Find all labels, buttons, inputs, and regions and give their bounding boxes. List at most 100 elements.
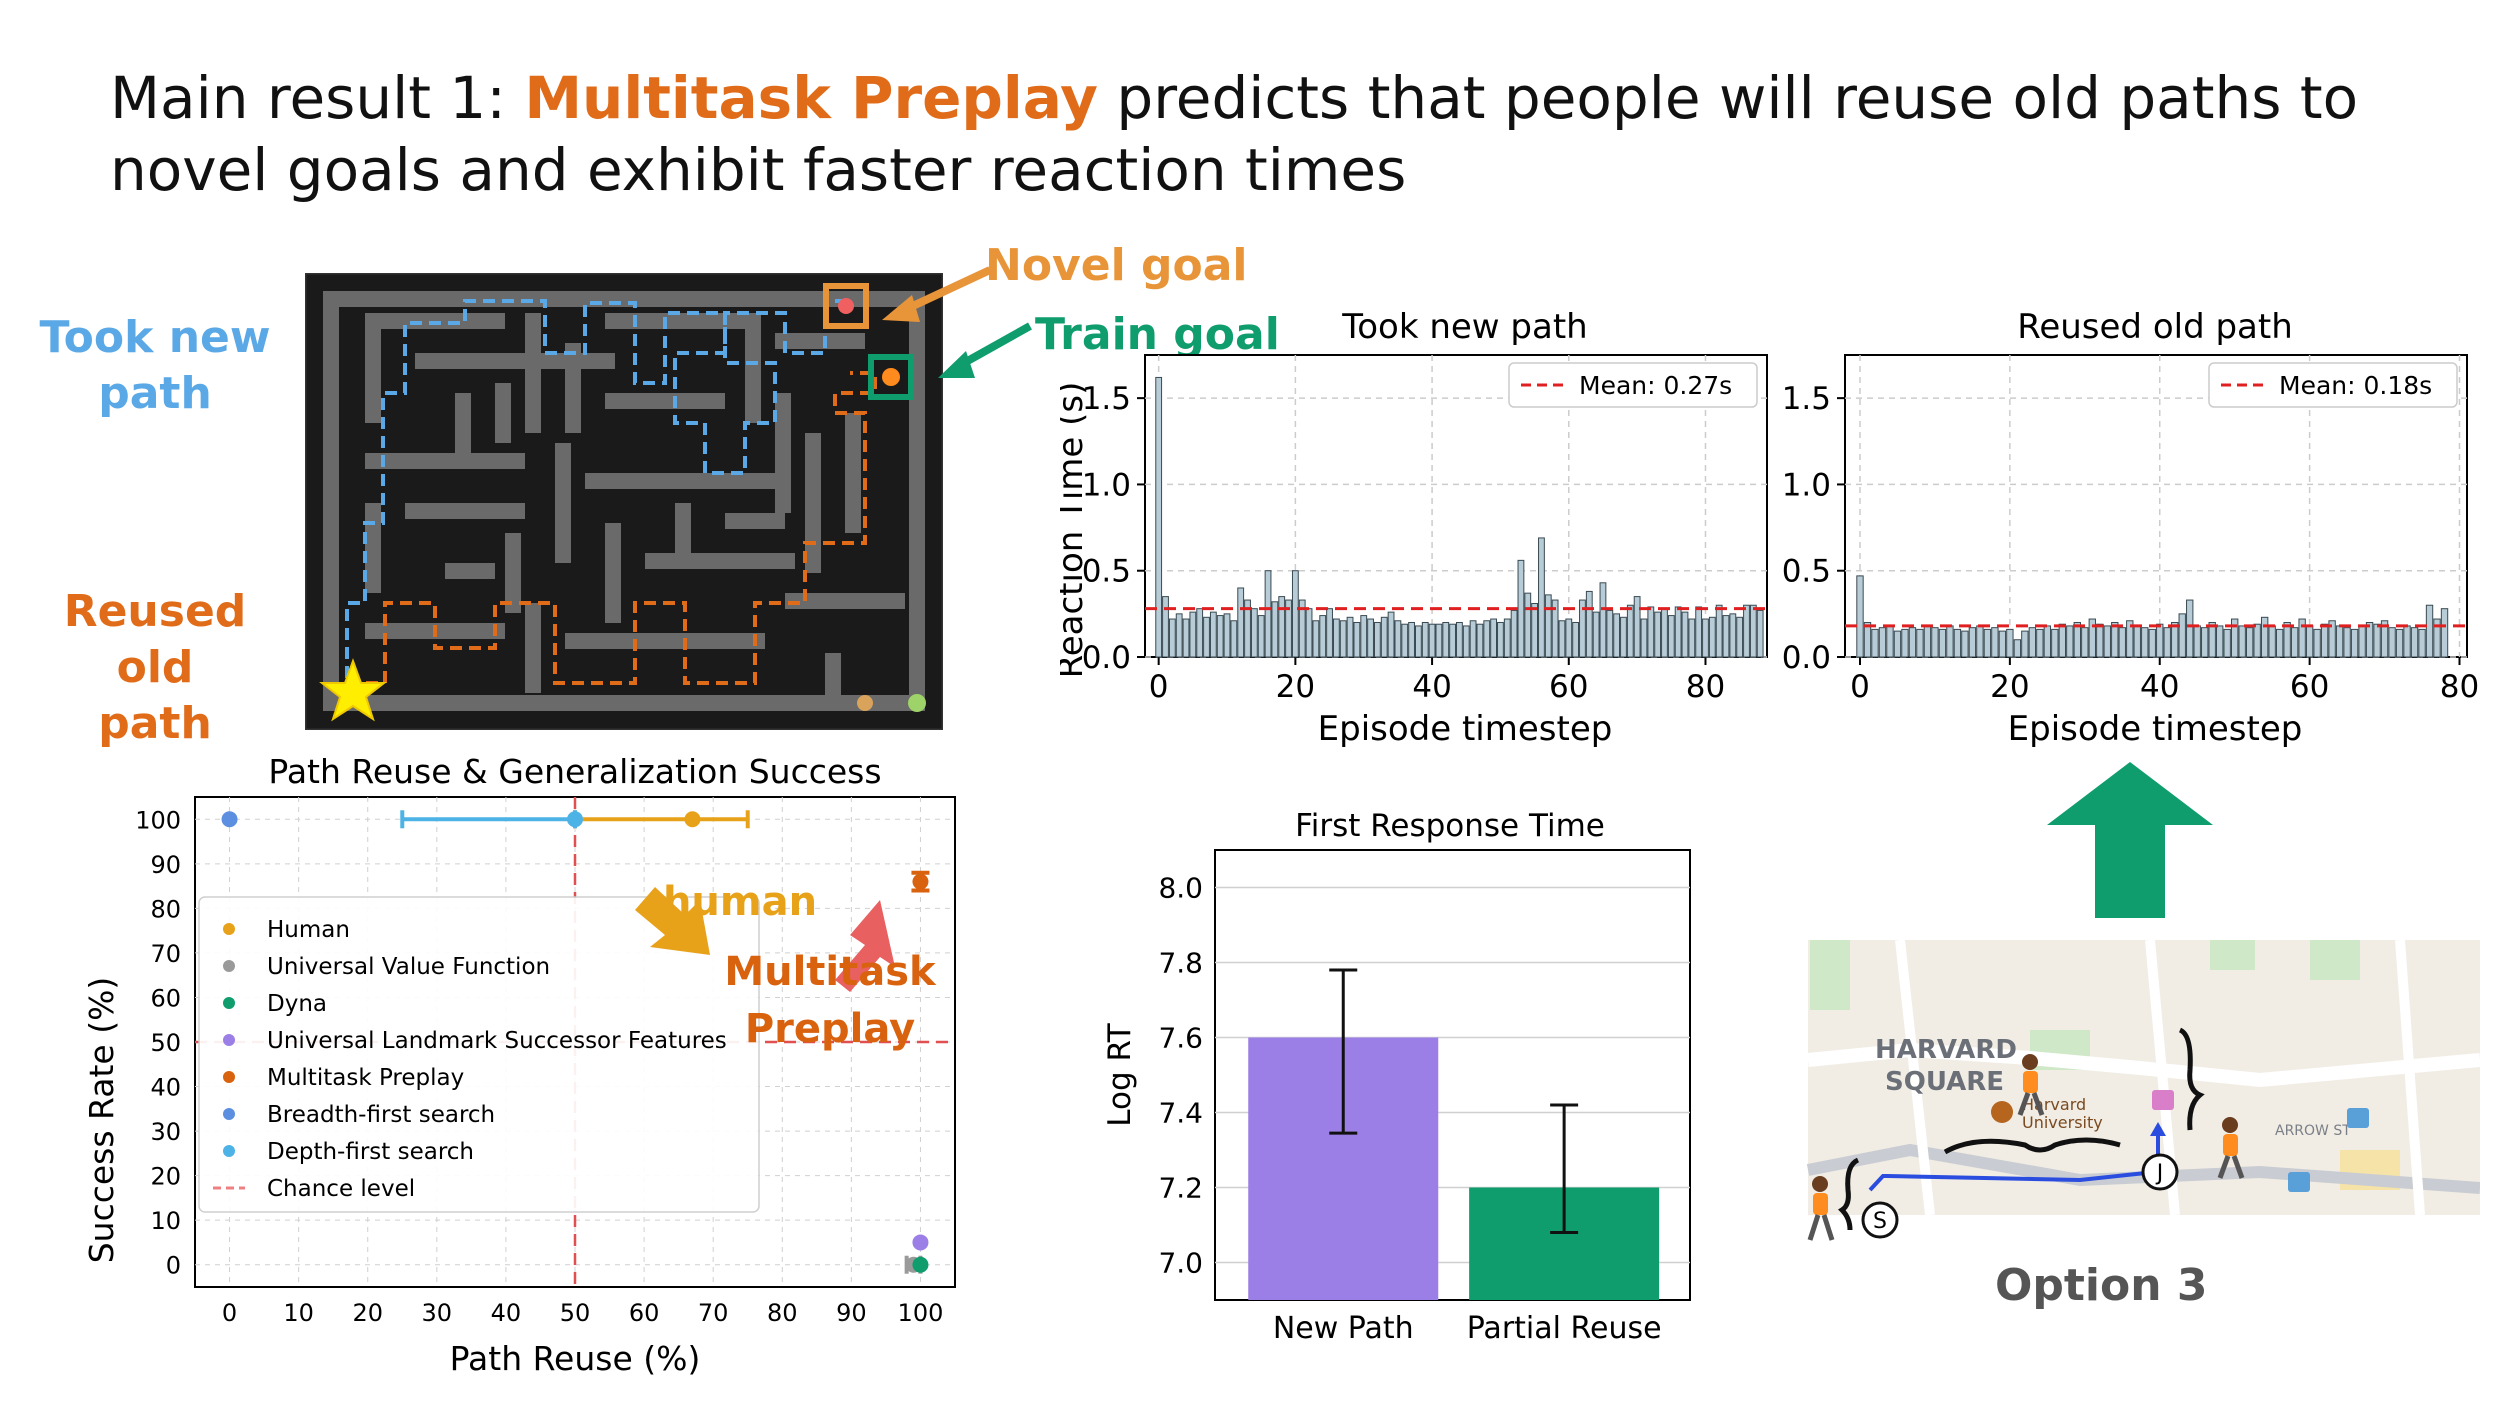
y-tick-label: 30 — [150, 1118, 181, 1146]
y-tick-label: 8.0 — [1158, 872, 1203, 905]
first-response-chart: First Response Time Log RT 7.0 7.2 7.4 7.6 7… — [1102, 808, 1691, 1346]
rt-bar — [2313, 628, 2321, 658]
maze-wall-22 — [605, 523, 621, 623]
maze-walls — [323, 291, 925, 711]
rt-bar — [1257, 615, 1265, 658]
rt-bar — [1319, 615, 1327, 658]
rt-bar — [1339, 620, 1347, 658]
rt-bar — [1606, 609, 1614, 658]
y-tick-label: 1.0 — [1082, 467, 1131, 503]
legend-swatch — [223, 923, 235, 935]
new-path-route — [345, 299, 843, 678]
rt-bar — [1585, 590, 1593, 658]
rt-bar — [1938, 628, 1947, 658]
food-item-b — [908, 694, 926, 712]
maze-wall-1 — [323, 291, 339, 711]
x-tick-label: 0 — [1149, 669, 1169, 705]
rt-bar — [1613, 613, 1621, 658]
maze-wall-23 — [645, 553, 795, 569]
human-annotation: human — [663, 879, 817, 925]
fr-ylabel: Log RT — [1102, 1022, 1138, 1127]
rt-bar — [2260, 616, 2269, 658]
rt-bar — [1953, 628, 1962, 658]
rt-bar — [1360, 615, 1368, 658]
data-point — [684, 811, 701, 828]
rt-bar — [2418, 628, 2426, 658]
train-goal-marker — [882, 368, 900, 386]
title-highlight: Multitask Preplay — [524, 64, 1098, 132]
x-tick-label: 20 — [352, 1299, 383, 1327]
reused-old-path-label: Reused old path — [20, 584, 290, 752]
rt-bar — [2253, 623, 2261, 658]
maze-wall-0 — [323, 291, 923, 307]
rt-bar — [1722, 615, 1730, 658]
rt-bar — [2043, 625, 2052, 658]
rt-bar — [1626, 604, 1634, 658]
legend-swatch — [223, 1145, 235, 1157]
reused-old-path-line2: path — [98, 698, 212, 749]
maze-wall-7 — [525, 313, 541, 433]
rt-bar — [1579, 599, 1586, 658]
rt-bar — [1661, 608, 1668, 658]
rt-bar — [2103, 625, 2111, 658]
maze-wall-18 — [845, 413, 861, 533]
y-tick-label: 7.8 — [1158, 947, 1203, 980]
y-tick-label: 40 — [150, 1074, 181, 1102]
rt-bar — [1476, 623, 1484, 658]
rt-bar — [1946, 625, 1954, 658]
rt-bar — [1428, 623, 1436, 658]
y-tick-label: 20 — [150, 1163, 181, 1191]
rt-bar — [2388, 627, 2396, 658]
fr-category-label: New Path — [1273, 1311, 1414, 1346]
rt-bar — [1893, 630, 1902, 658]
path-reuse-chart: Path Reuse & Generalization Success Succ… — [82, 752, 956, 1378]
legend-box — [1508, 362, 1758, 408]
maze-wall-33 — [495, 383, 511, 443]
rt-bar — [1353, 621, 1361, 658]
rt-bar — [2216, 625, 2224, 658]
maze-wall-10 — [605, 393, 725, 409]
university-pin-icon — [1991, 1101, 2013, 1123]
rt-bar — [2201, 627, 2209, 658]
rt-bar — [2403, 625, 2411, 658]
rt-bar — [2335, 625, 2344, 658]
rt-bar — [1503, 618, 1511, 658]
rt-bar — [1565, 618, 1573, 658]
rt-bar — [2425, 604, 2434, 658]
scatter-legend-box — [198, 896, 760, 1213]
x-tick-label: 20 — [1276, 669, 1315, 705]
rt-bar — [1647, 606, 1655, 658]
rt-bar — [1394, 620, 1402, 658]
legend-label: Mean: 0.27s — [1579, 371, 1732, 400]
x-tick-label: 60 — [2290, 669, 2329, 705]
rt-bar — [2328, 620, 2336, 658]
rt-bar — [1237, 587, 1245, 658]
y-tick-label: 7.6 — [1158, 1022, 1203, 1055]
walker-icon-3 — [2217, 1117, 2245, 1179]
x-tick-label: 0 — [1850, 669, 1870, 705]
y-tick-label: 7.0 — [1158, 1247, 1203, 1280]
rt-bar — [2178, 613, 2186, 658]
x-tick-label: 40 — [491, 1299, 522, 1327]
junction-marker — [2141, 1153, 2179, 1191]
maze-wall-20 — [405, 503, 525, 519]
map-poi-label-2: University — [2022, 1113, 2103, 1132]
rt-bar — [1961, 630, 1969, 658]
rt-bar — [1216, 615, 1224, 658]
rt-bar — [2395, 628, 2404, 658]
maze-wall-8 — [565, 343, 581, 433]
junction-marker-label: J — [2155, 1161, 2164, 1186]
scatter-title: Path Reuse & Generalization Success — [268, 752, 881, 791]
rt-bar — [2275, 628, 2284, 658]
rt-bar — [1346, 616, 1354, 658]
data-point — [912, 1234, 929, 1251]
rt-bar — [1681, 611, 1689, 658]
slide-title: Main result 1: Multitask Preplay predict… — [110, 62, 2410, 206]
up-arrow-icon — [2047, 762, 2213, 918]
legend-swatch — [223, 1034, 235, 1046]
rt-bar — [2141, 627, 2149, 658]
rt-bar — [1209, 611, 1217, 658]
legend-label: Breadth-first search — [267, 1102, 495, 1128]
rt-bar — [1976, 625, 1984, 658]
title-suffix: predicts that people will reuse old path… — [110, 64, 2359, 204]
